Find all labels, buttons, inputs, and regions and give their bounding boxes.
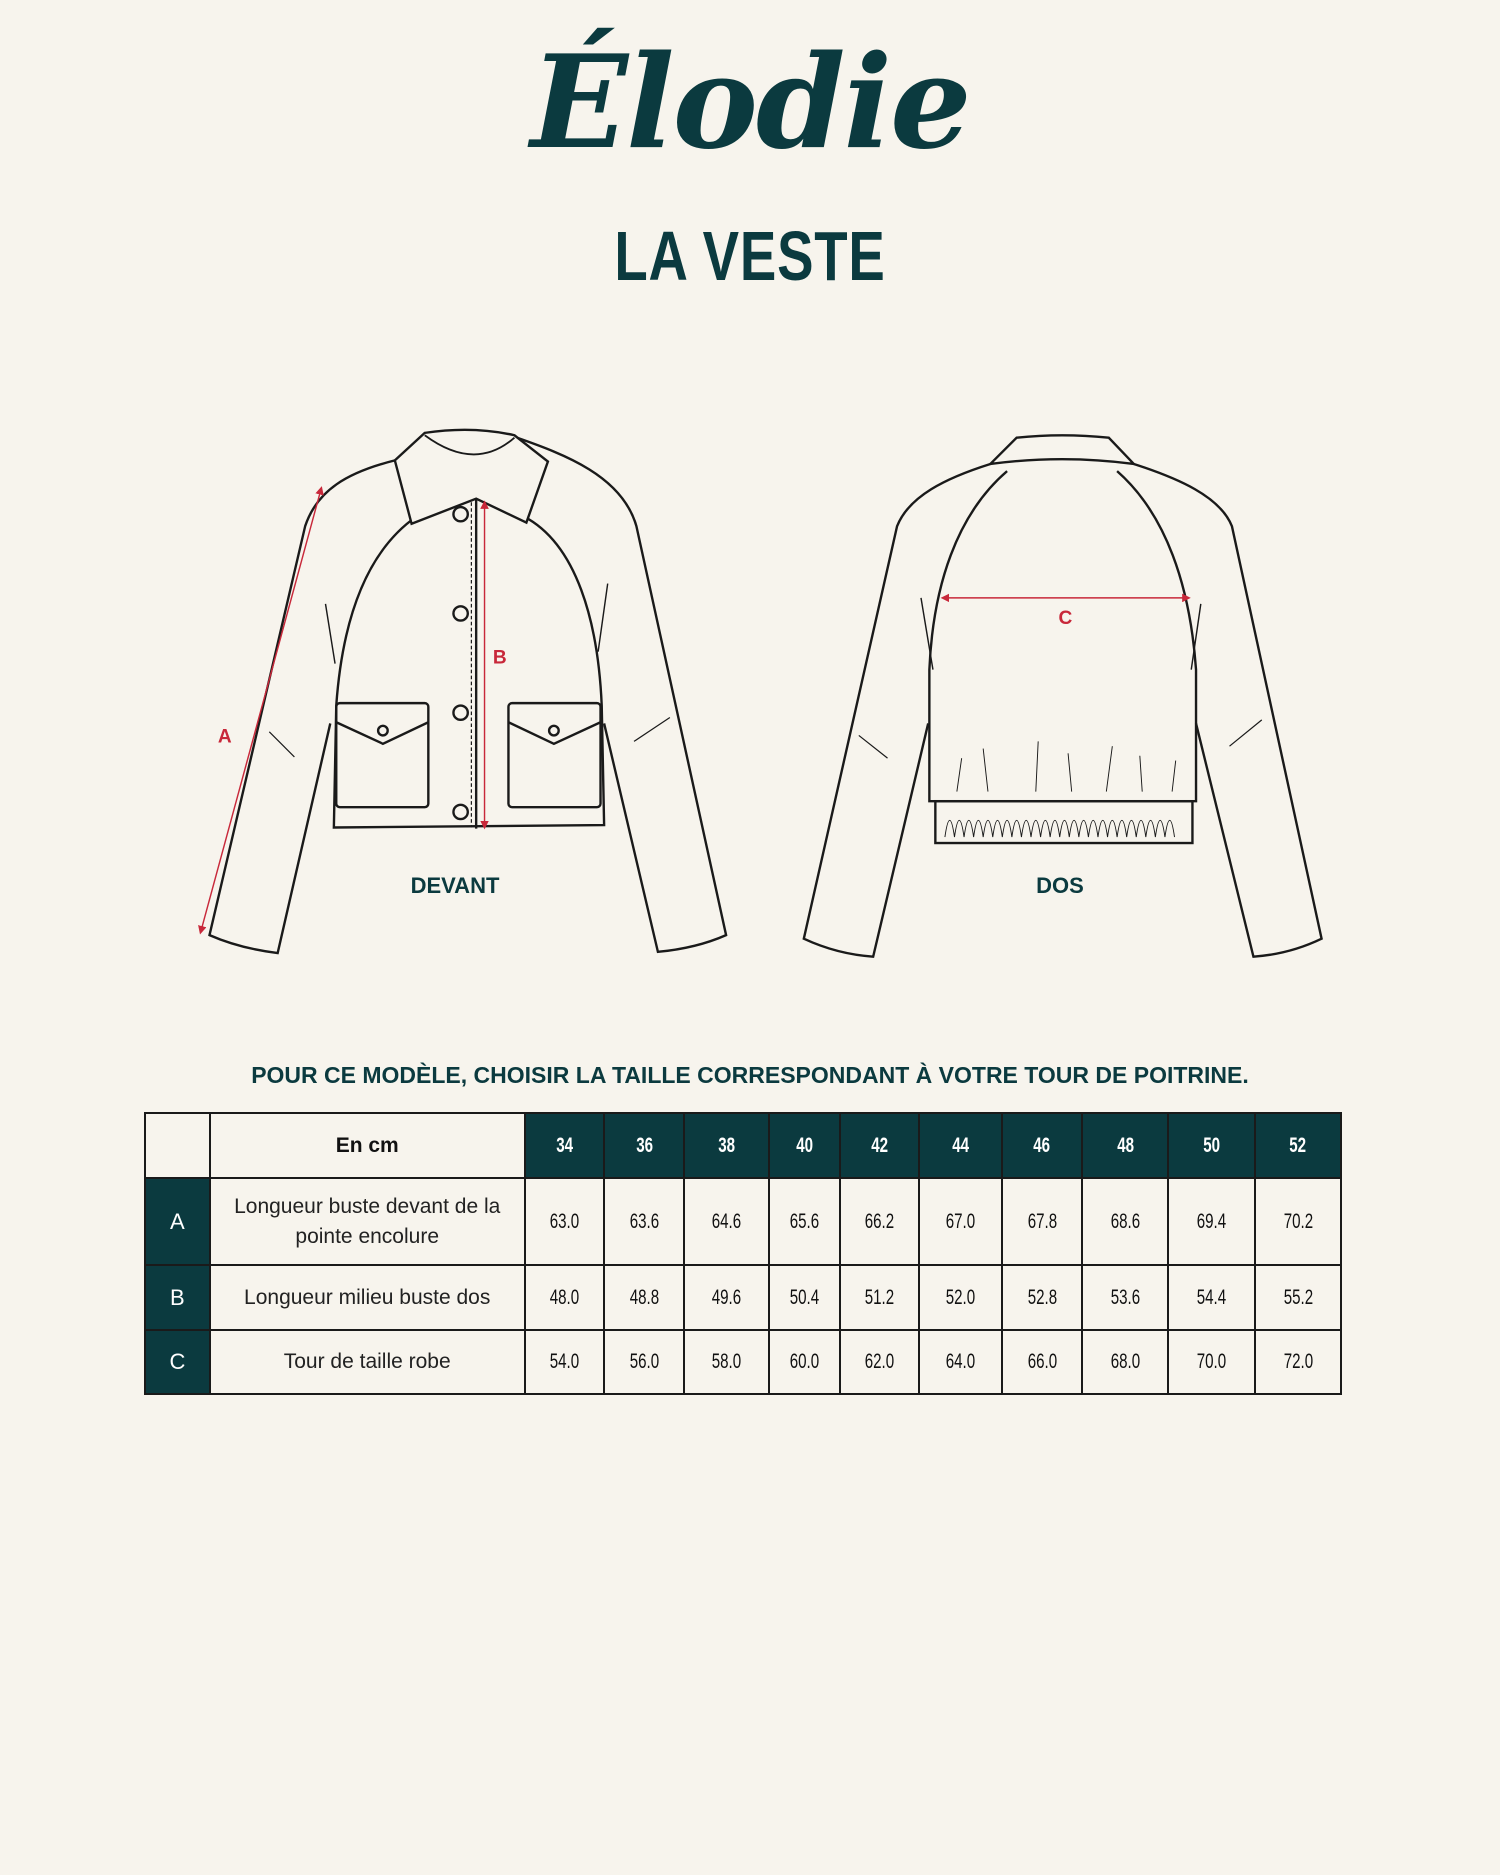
table-row: B Longueur milieu buste dos 48.0 48.8 49… bbox=[144, 1264, 1342, 1331]
value-cell: 69.4 bbox=[1167, 1177, 1257, 1266]
size-header: 44 bbox=[917, 1112, 1003, 1179]
value-cell: 60.0 bbox=[768, 1329, 841, 1395]
measure-label-a: A bbox=[218, 727, 232, 748]
value-cell: 65.6 bbox=[768, 1177, 841, 1266]
value-cell: 53.6 bbox=[1081, 1264, 1170, 1331]
row-key: C bbox=[144, 1329, 211, 1395]
size-header: 48 bbox=[1081, 1112, 1170, 1179]
size-instruction: POUR CE MODÈLE, CHOISIR LA TAILLE CORRES… bbox=[251, 1062, 1249, 1088]
value-cell: 52.8 bbox=[1000, 1264, 1084, 1331]
size-header: 52 bbox=[1254, 1112, 1342, 1179]
row-key: A bbox=[144, 1177, 211, 1266]
front-view-label: DEVANT bbox=[410, 873, 500, 898]
row-label: Longueur buste devant de la pointe encol… bbox=[208, 1177, 526, 1266]
table-row: C Tour de taille robe 54.0 56.0 58.0 60.… bbox=[144, 1329, 1342, 1395]
size-header: 46 bbox=[1000, 1112, 1084, 1179]
value-cell: 55.2 bbox=[1254, 1264, 1342, 1331]
front-jacket-drawing bbox=[208, 428, 728, 955]
row-label: Tour de taille robe bbox=[208, 1329, 526, 1395]
value-cell: 70.0 bbox=[1167, 1329, 1257, 1395]
value-cell: 67.8 bbox=[1000, 1177, 1084, 1266]
back-jacket-drawing bbox=[802, 434, 1323, 958]
size-header: 36 bbox=[603, 1112, 686, 1179]
back-view-label: DOS bbox=[1036, 873, 1084, 898]
value-cell: 63.6 bbox=[603, 1177, 686, 1266]
value-cell: 63.0 bbox=[523, 1177, 606, 1266]
unit-header: En cm bbox=[208, 1112, 526, 1179]
row-key: B bbox=[144, 1264, 211, 1331]
measure-arrows-front bbox=[198, 486, 489, 935]
value-cell: 70.2 bbox=[1254, 1177, 1342, 1266]
value-cell: 66.0 bbox=[1000, 1329, 1084, 1395]
value-cell: 51.2 bbox=[838, 1264, 920, 1331]
value-cell: 50.4 bbox=[768, 1264, 841, 1331]
size-header: 50 bbox=[1167, 1112, 1257, 1179]
size-header: 42 bbox=[838, 1112, 920, 1179]
value-cell: 68.0 bbox=[1081, 1329, 1170, 1395]
measure-label-b: B bbox=[493, 648, 507, 669]
value-cell: 67.0 bbox=[917, 1177, 1003, 1266]
value-cell: 64.0 bbox=[917, 1329, 1003, 1395]
value-cell: 68.6 bbox=[1081, 1177, 1170, 1266]
value-cell: 48.0 bbox=[523, 1264, 606, 1331]
table-row: A Longueur buste devant de la pointe enc… bbox=[144, 1177, 1342, 1266]
value-cell: 58.0 bbox=[683, 1329, 771, 1395]
value-cell: 62.0 bbox=[838, 1329, 920, 1395]
value-cell: 72.0 bbox=[1254, 1329, 1342, 1395]
value-cell: 48.8 bbox=[603, 1264, 686, 1331]
value-cell: 64.6 bbox=[683, 1177, 771, 1266]
measure-label-c: C bbox=[1059, 608, 1073, 629]
value-cell: 49.6 bbox=[683, 1264, 771, 1331]
pattern-title: Élodie bbox=[530, 28, 971, 178]
value-cell: 52.0 bbox=[917, 1264, 1003, 1331]
value-cell: 56.0 bbox=[603, 1329, 686, 1395]
corner-cell bbox=[144, 1112, 211, 1179]
size-header: 38 bbox=[683, 1112, 771, 1179]
size-chart-table: En cm 34 36 38 40 42 44 46 48 50 52 A Lo… bbox=[144, 1112, 1342, 1395]
size-header: 34 bbox=[523, 1112, 606, 1179]
pattern-subtitle: LA VESTE bbox=[614, 217, 886, 295]
row-label: Longueur milieu buste dos bbox=[208, 1264, 526, 1331]
value-cell: 54.0 bbox=[523, 1329, 606, 1395]
value-cell: 54.4 bbox=[1167, 1264, 1257, 1331]
table-header-row: En cm 34 36 38 40 42 44 46 48 50 52 bbox=[144, 1112, 1342, 1179]
size-header: 40 bbox=[768, 1112, 841, 1179]
value-cell: 66.2 bbox=[838, 1177, 920, 1266]
